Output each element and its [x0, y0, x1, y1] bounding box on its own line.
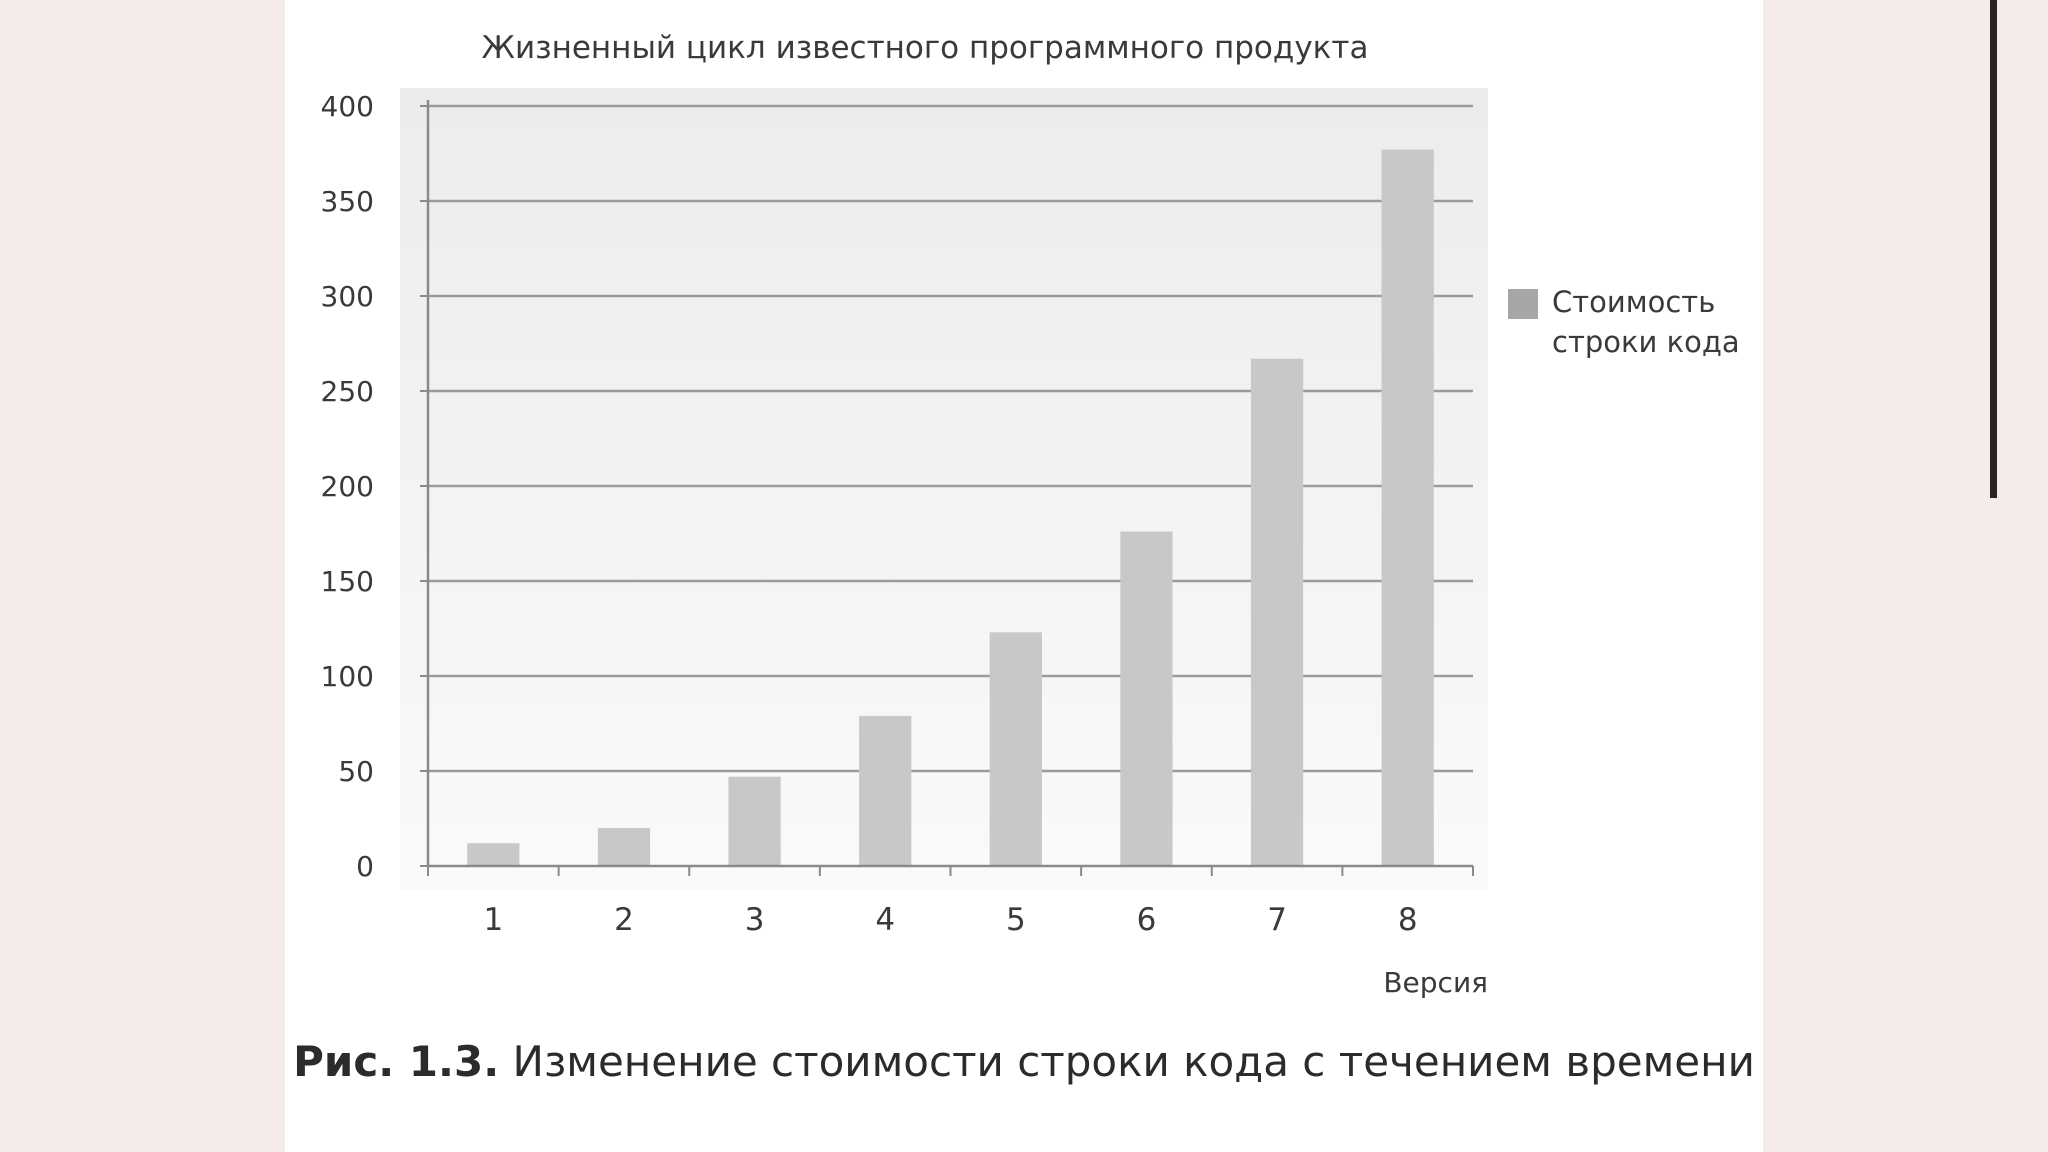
y-tick-label-0: 0 [356, 850, 374, 883]
x-tick-label-7: 7 [1267, 902, 1287, 938]
x-axis-label: Версия [1383, 966, 1488, 999]
bar-4 [859, 715, 912, 866]
x-tick-label-2: 2 [614, 902, 634, 938]
y-tick-label-400: 400 [321, 90, 374, 123]
x-tick-label-4: 4 [875, 902, 895, 938]
bar-6 [1120, 531, 1173, 866]
bar-8 [1381, 149, 1434, 866]
y-tick-label-200: 200 [321, 470, 374, 503]
bar-5 [989, 632, 1042, 866]
bar-7 [1250, 358, 1304, 866]
right-edge-bar [1990, 0, 1997, 498]
y-axis-ticks: 0 50 100 150 200 250 300 350 400 [321, 90, 428, 883]
legend-label-line-2: строки кода [1552, 325, 1740, 359]
x-tick-label-6: 6 [1137, 902, 1157, 938]
x-axis-ticks: 1 2 3 4 5 6 7 8 [427, 866, 1474, 938]
legend-swatch [1508, 289, 1538, 319]
plot-area [400, 88, 1488, 890]
y-tick-label-250: 250 [321, 375, 374, 408]
bar-2 [597, 828, 651, 866]
bar-3 [728, 776, 781, 866]
chart-title: Жизненный цикл известного программного п… [482, 30, 1369, 66]
x-tick-label-8: 8 [1398, 902, 1418, 938]
bar-1 [467, 843, 520, 866]
y-tick-label-350: 350 [321, 185, 374, 218]
y-tick-label-50: 50 [338, 755, 374, 788]
caption-text: Изменение стоимости строки кода с течени… [512, 1037, 1755, 1086]
bars [467, 149, 1434, 866]
figure-caption: Рис. 1.3. Изменение стоимости строки код… [0, 1037, 2048, 1086]
y-tick-label-300: 300 [321, 280, 374, 313]
x-tick-label-1: 1 [483, 902, 503, 938]
y-tick-label-100: 100 [321, 660, 374, 693]
x-tick-label-5: 5 [1006, 902, 1026, 938]
legend-label-line-1: Стоимость [1552, 285, 1715, 319]
y-tick-label-150: 150 [321, 565, 374, 598]
caption-label: Рис. 1.3. [293, 1037, 500, 1086]
x-tick-label-3: 3 [745, 902, 765, 938]
